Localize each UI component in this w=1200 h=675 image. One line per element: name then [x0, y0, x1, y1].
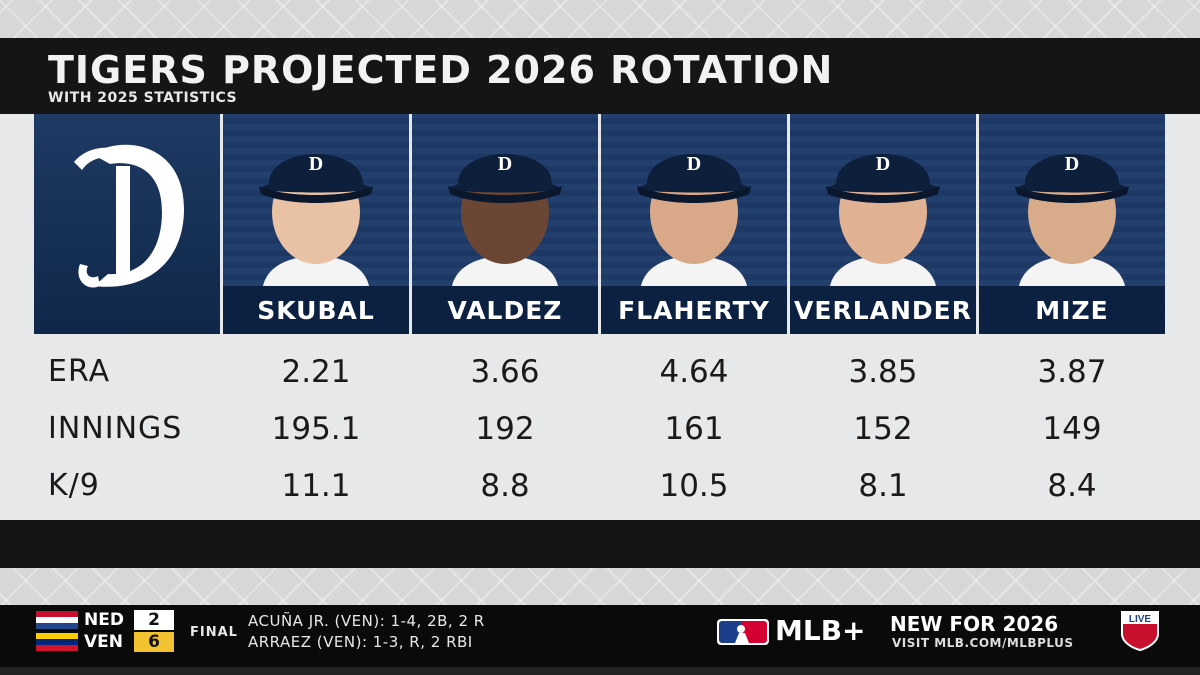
player-photo: D [223, 114, 409, 286]
promo-url: VISIT MLB.COM/MLBPLUS [892, 636, 1074, 650]
svg-text:D: D [876, 153, 890, 175]
stat-era-valdez: 3.66 [470, 354, 540, 390]
stat-k9-mize: 8.4 [1047, 468, 1097, 504]
player-photo: D [790, 114, 976, 286]
player-photo: D [412, 114, 598, 286]
stat-k9-valdez: 8.8 [480, 468, 530, 504]
player-tile-verlander: D VERLANDER [790, 114, 976, 334]
team1-abbr: NED [84, 610, 124, 630]
netherlands-flag-icon [36, 611, 78, 629]
venezuela-flag-icon [36, 633, 78, 651]
graphic-subtitle: WITH 2025 STATISTICS [48, 90, 238, 106]
player-headshot-icon: D [1015, 153, 1129, 286]
bottom-bar [0, 520, 1200, 568]
stat-innings-valdez: 192 [475, 411, 535, 447]
team2-abbr: VEN [84, 632, 123, 652]
live-text: LIVE [1129, 614, 1152, 625]
player-headshot-icon: D [448, 153, 562, 286]
row-label-innings: INNINGS [48, 411, 183, 446]
row-label-k9: K/9 [48, 468, 100, 503]
player-name-mize: MIZE [979, 286, 1165, 334]
player-headshot-icon: D [259, 153, 373, 286]
player-name-verlander: VERLANDER [790, 286, 976, 334]
stat-era-flaherty: 4.64 [659, 354, 729, 390]
svg-text:D: D [498, 153, 512, 175]
player-name-valdez: VALDEZ [412, 286, 598, 334]
player-tile-valdez: D VALDEZ [412, 114, 598, 334]
player-headshot-icon: D [637, 153, 751, 286]
stat-era-verlander: 3.85 [848, 354, 918, 390]
ticker-bottom-line [0, 667, 1200, 675]
title-bar: TIGERS PROJECTED 2026 ROTATION WITH 2025… [0, 38, 1200, 114]
row-label-era: ERA [48, 354, 111, 389]
svg-text:D: D [687, 153, 701, 175]
stat-k9-skubal: 11.1 [281, 468, 351, 504]
player-name-skubal: SKUBAL [223, 286, 409, 334]
stat-k9-flaherty: 10.5 [659, 468, 729, 504]
stat-innings-verlander: 152 [853, 411, 913, 447]
svg-text:D: D [309, 153, 323, 175]
mlb-logo-icon [717, 619, 769, 645]
stat-era-skubal: 2.21 [281, 354, 351, 390]
player-name-flaherty: FLAHERTY [601, 286, 787, 334]
live-badge-icon: LIVE [1121, 611, 1159, 652]
graphic-title: TIGERS PROJECTED 2026 ROTATION [48, 48, 834, 92]
tigers-d-logo-icon [74, 144, 184, 288]
mlb-plus-brand: MLB+ [775, 614, 866, 647]
stat-innings-flaherty: 161 [664, 411, 724, 447]
stat-innings-skubal: 195.1 [271, 411, 361, 447]
stat-innings-mize: 149 [1042, 411, 1102, 447]
ticker-stat-line-2: ARRAEZ (VEN): 1-3, R, 2 RBI [248, 633, 473, 651]
player-headshot-icon: D [826, 153, 940, 286]
score-ticker: NED 2 VEN 6 [0, 605, 1200, 667]
player-tile-skubal: D SKUBAL [223, 114, 409, 334]
stat-k9-verlander: 8.1 [858, 468, 908, 504]
player-photo: D [979, 114, 1165, 286]
player-tile-flaherty: D FLAHERTY [601, 114, 787, 334]
tigers-logo-tile [34, 114, 220, 334]
player-tile-mize: D MIZE [979, 114, 1165, 334]
team1-score: 2 [134, 610, 174, 630]
stat-era-mize: 3.87 [1037, 354, 1107, 390]
promo-title: NEW FOR 2026 [890, 612, 1059, 636]
game-status: FINAL [190, 625, 238, 640]
ticker-stat-line-1: ACUÑA JR. (VEN): 1-4, 2B, 2 R [248, 612, 485, 630]
player-photo: D [601, 114, 787, 286]
svg-text:D: D [1065, 153, 1079, 175]
team2-score: 6 [134, 632, 174, 652]
